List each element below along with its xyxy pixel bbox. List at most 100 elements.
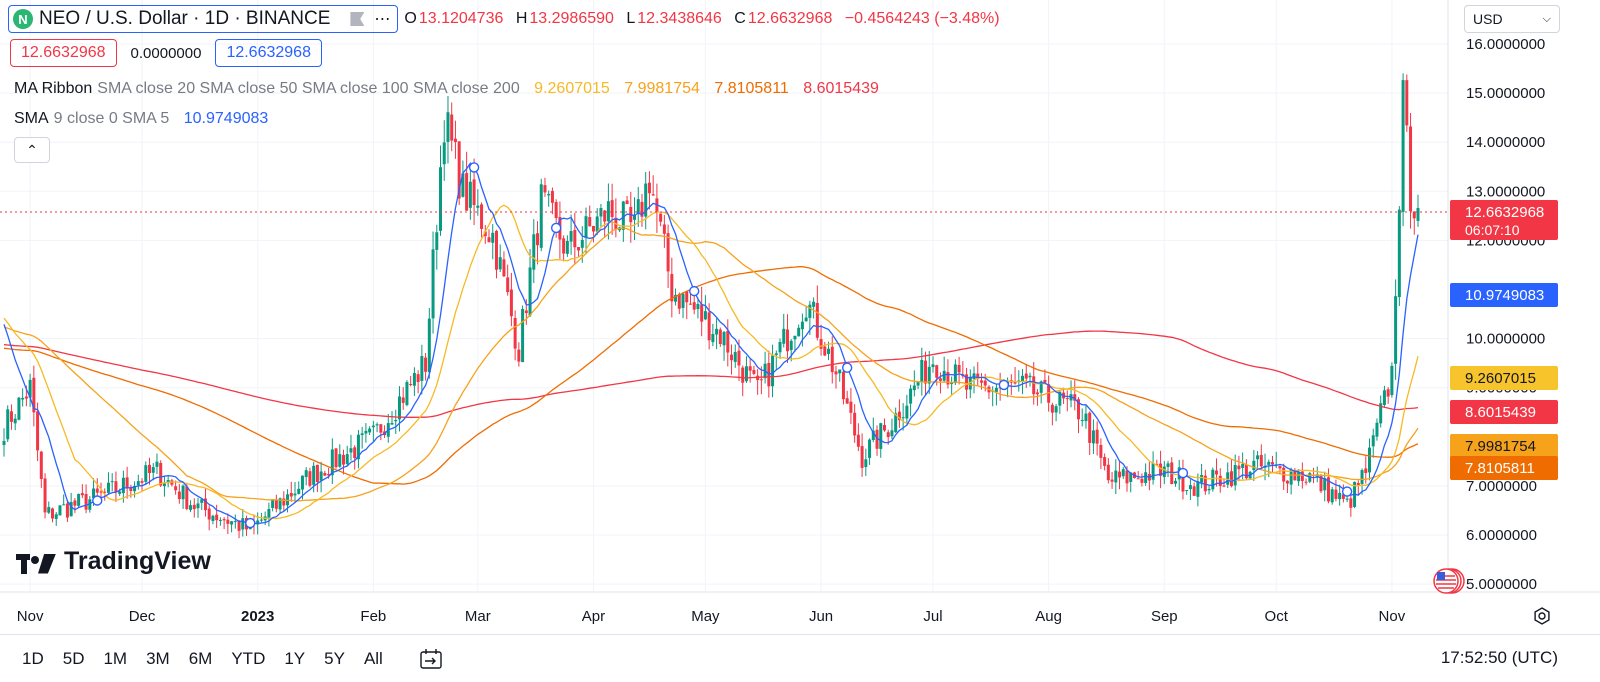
candle-body [308, 471, 312, 486]
candle-body [203, 498, 207, 511]
candle-body [215, 514, 219, 521]
candle-body [17, 397, 21, 420]
spread-value: 0.0000000 [130, 44, 202, 62]
price-label-last: 12.6632968 [1465, 204, 1544, 221]
settings-gear-icon[interactable] [1533, 607, 1551, 625]
candle-body [879, 423, 883, 449]
symbol-box[interactable]: N NEO / U.S. Dollar · 1D · BINANCE ⋯ [8, 5, 399, 33]
candle-body [181, 485, 185, 500]
candle-body [1319, 475, 1323, 492]
range-5d[interactable]: 5D [62, 648, 85, 668]
candle-body [674, 294, 678, 302]
candle-body [1211, 469, 1215, 490]
candle-body [950, 383, 954, 385]
candle-body [349, 448, 353, 453]
bottom-toolbar: 1D 5D 1M 3M 6M YTD 1Y 5Y All 17:52:50 (U… [0, 634, 1600, 682]
candle-body [121, 477, 125, 494]
price-label-ma20: 9.2607015 [1465, 370, 1536, 387]
candle-body [1080, 419, 1084, 421]
time-tick-label: Oct [1265, 608, 1289, 625]
candle-body [1218, 475, 1222, 487]
candle-body [1360, 470, 1364, 485]
range-3m[interactable]: 3M [146, 648, 170, 668]
candle-body [1188, 485, 1192, 490]
candle-body [983, 380, 987, 386]
price-axis[interactable]: 16.0000000 15.0000000 14.0000000 13.0000000… [1466, 36, 1545, 593]
price-label-sma: 10.9749083 [1465, 287, 1544, 304]
collapse-legend-button[interactable]: ⌃ [14, 137, 50, 163]
more-icon[interactable]: ⋯ [374, 11, 392, 28]
date-range-selector: 1D 5D 1M 3M 6M YTD 1Y 5Y All [22, 649, 402, 669]
candle-body [1136, 478, 1140, 480]
close-value: 12.6632968 [747, 10, 833, 27]
candle-body [159, 462, 163, 486]
candle-body [636, 199, 640, 214]
range-all[interactable]: All [363, 648, 383, 668]
range-1d[interactable]: 1D [22, 648, 44, 668]
candle-body [353, 447, 357, 459]
candle-body [815, 302, 819, 338]
candle-body [457, 141, 461, 199]
bid-ask-row: 12.6632968 0.0000000 12.6632968 [10, 39, 322, 67]
change-value: −0.4564243 (−3.48%) [844, 10, 1000, 27]
currency-select[interactable]: USD ⌵ [1464, 5, 1560, 33]
candle-body [1118, 471, 1122, 478]
candle-body [994, 387, 998, 392]
candle-body [547, 193, 551, 196]
candle-body [595, 216, 599, 232]
range-1y[interactable]: 1Y [284, 648, 306, 668]
price-label-ma50: 7.9981754 [1465, 438, 1536, 455]
candle-body [894, 413, 898, 433]
candle-body [1196, 481, 1200, 497]
candle-body [692, 302, 696, 310]
sma-legend[interactable]: SMA 9 close 0 SMA 5 10.9749083 [14, 110, 268, 128]
candle-body [1054, 406, 1058, 413]
utc-clock[interactable]: 17:52:50 (UTC) [1440, 648, 1558, 667]
candle-body [931, 364, 935, 368]
candle-body [1367, 447, 1371, 473]
price-label-ma100: 7.8105811 [1465, 460, 1535, 477]
exchange-flag-icon[interactable] [1432, 566, 1466, 596]
candle-body [666, 233, 670, 272]
candle-body [640, 201, 644, 217]
candle-body [573, 229, 577, 248]
range-6m[interactable]: 6M [188, 648, 213, 668]
date-range-calendar-icon[interactable] [418, 648, 444, 670]
candle-body [685, 291, 689, 303]
candle-body [864, 459, 868, 468]
candle-body [782, 328, 786, 344]
candle-body [1084, 413, 1088, 422]
sell-price-button[interactable]: 12.6632968 [10, 39, 117, 67]
range-1m[interactable]: 1M [103, 648, 128, 668]
candle-body [569, 231, 573, 242]
flag-icon[interactable] [350, 12, 365, 26]
candle-body [1386, 389, 1390, 397]
candle-body [759, 379, 763, 381]
candle-body [189, 505, 193, 510]
candle-body [397, 396, 401, 420]
candle-body [155, 461, 159, 467]
cross-marker [245, 517, 256, 529]
time-axis[interactable]: Nov Dec 2023 Feb Mar Apr May Jun Jul Aug Sep Oct Nov [17, 608, 1406, 625]
candle-body [625, 200, 629, 205]
buy-price-button[interactable]: 12.6632968 [215, 39, 322, 67]
candle-body [1326, 477, 1330, 502]
range-ytd[interactable]: YTD [231, 648, 266, 668]
candle-body [1203, 475, 1207, 492]
range-5y[interactable]: 5Y [324, 648, 345, 668]
symbol-title[interactable]: NEO / U.S. Dollar · 1D · BINANCE [39, 8, 331, 29]
candle-body [707, 312, 711, 341]
candle-body [1237, 465, 1241, 470]
price-label-ma20-bg [1450, 366, 1558, 390]
ma-ribbon-legend[interactable]: MA Ribbon SMA close 20 SMA close 50 SMA c… [14, 80, 879, 98]
candle-body [1364, 468, 1368, 474]
cross-marker [841, 362, 853, 373]
moving-average-lines [3, 162, 1419, 525]
candle-body [744, 366, 748, 382]
candle-body [688, 303, 692, 305]
candle-body [812, 301, 816, 307]
candle-body [32, 377, 36, 413]
tradingview-logo[interactable]: TradingView [16, 547, 211, 576]
